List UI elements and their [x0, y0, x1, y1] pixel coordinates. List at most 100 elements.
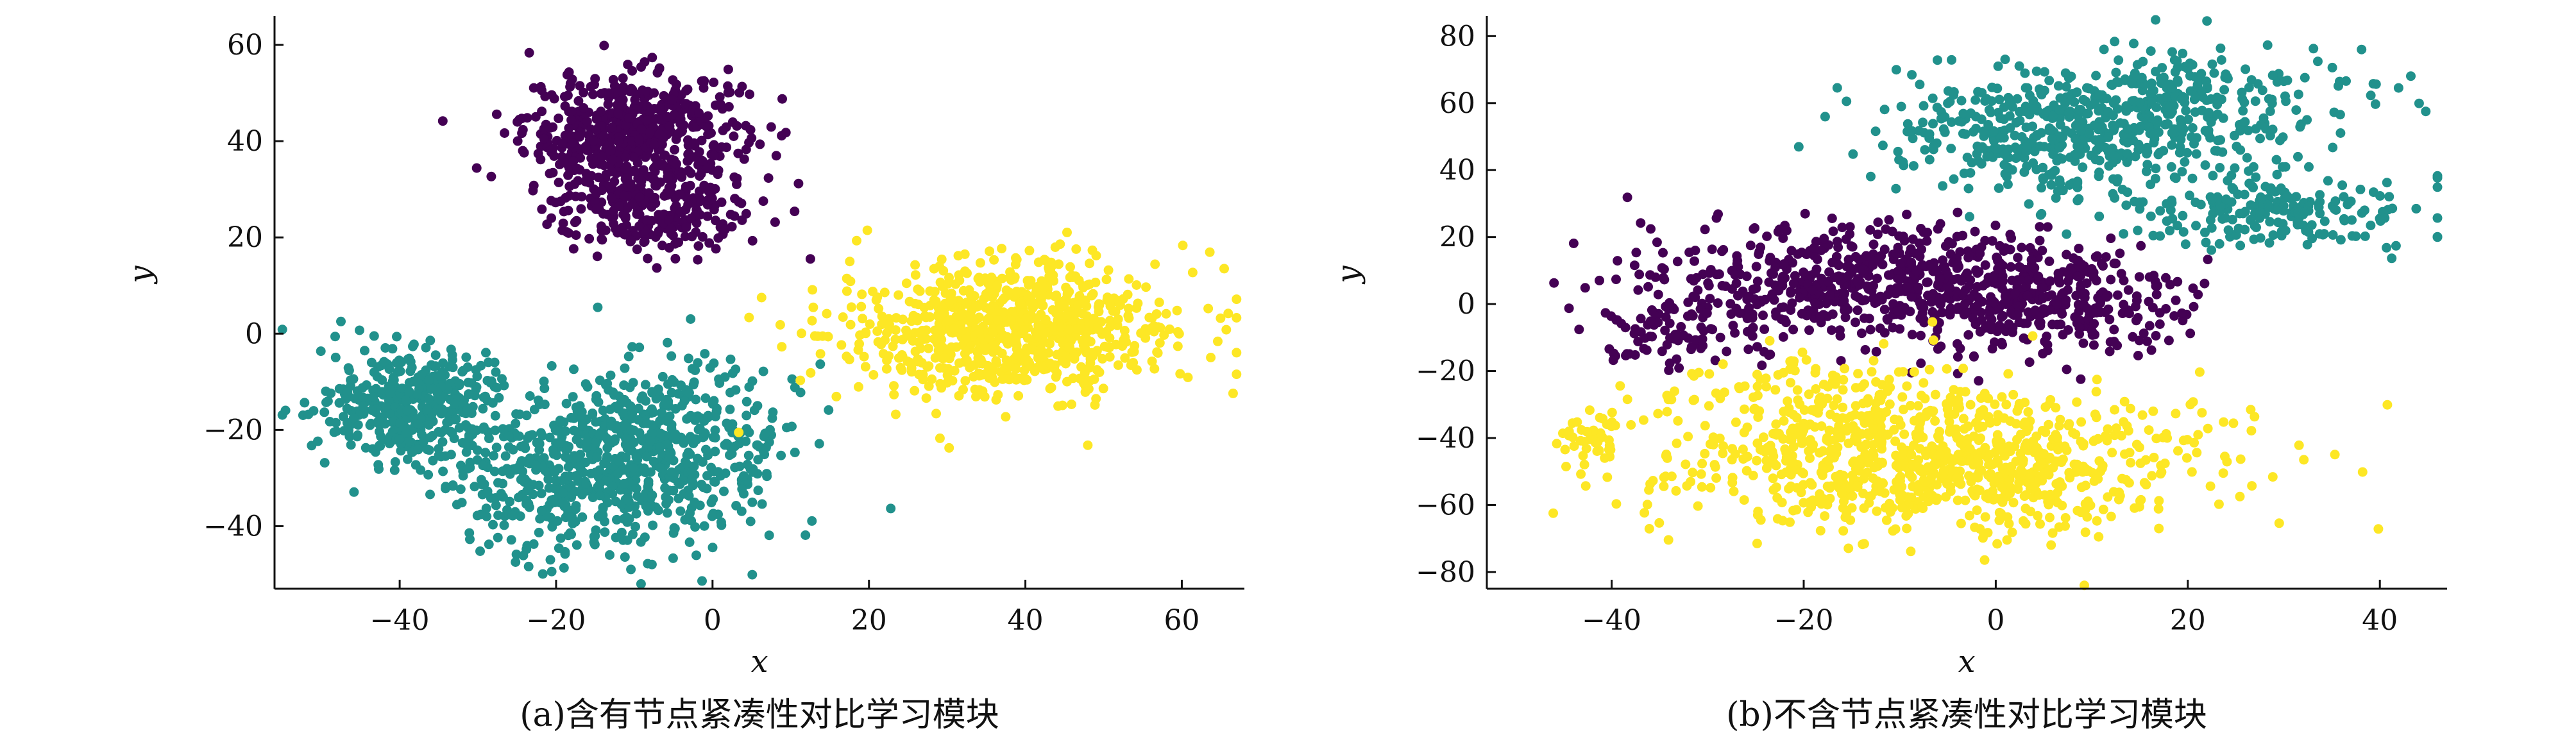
scatter-point-series-1	[2246, 214, 2256, 224]
scatter-point-series-0	[1759, 347, 1769, 357]
scatter-point-series-1	[423, 469, 434, 480]
scatter-point-series-1	[725, 450, 734, 460]
scatter-point-series-2	[1003, 339, 1013, 349]
scatter-point-series-1	[629, 437, 639, 448]
scatter-point-series-0	[540, 91, 550, 101]
scatter-point-series-2	[1051, 291, 1062, 300]
scatter-point-series-0	[1895, 259, 1906, 269]
scatter-point-series-0	[1968, 313, 1978, 323]
scatter-point-series-1	[2337, 180, 2348, 190]
scatter-point-series-0	[1770, 262, 1781, 273]
scatter-point-series-1	[582, 382, 593, 392]
scatter-point-series-1	[647, 428, 657, 439]
scatter-point-series-0	[734, 88, 745, 98]
scatter-point-series-0	[1871, 346, 1881, 357]
scatter-point-series-1	[2315, 190, 2325, 200]
scatter-point-series-1	[2216, 43, 2226, 53]
scatter-point-series-0	[597, 235, 607, 245]
scatter-point-series-0	[1916, 330, 1926, 341]
scatter-point-series-1	[2257, 85, 2267, 96]
scatter-point-series-1	[708, 399, 718, 409]
scatter-point-series-1	[536, 505, 547, 516]
scatter-point-series-0	[1679, 330, 1689, 341]
scatter-point-series-1	[330, 332, 340, 342]
scatter-point-series-2	[1040, 328, 1050, 339]
scatter-point-series-1	[641, 501, 651, 511]
scatter-point-series-0	[2014, 317, 2024, 328]
scatter-point-series-2	[1113, 360, 1123, 370]
scatter-point-series-0	[690, 101, 700, 111]
scatter-point-series-1	[2228, 184, 2239, 194]
scatter-point-series-1	[528, 489, 538, 500]
scatter-point-series-2	[777, 342, 787, 352]
scatter-point-series-2	[962, 268, 972, 278]
scatter-point-series-0	[707, 193, 717, 203]
scatter-point-series-0	[680, 99, 690, 109]
scatter-point-series-1	[619, 478, 629, 489]
scatter-point-series-1	[2111, 67, 2121, 78]
scatter-point-series-0	[2165, 280, 2175, 290]
scatter-point-series-0	[627, 66, 638, 76]
scatter-point-series-0	[1613, 256, 1623, 266]
scatter-point-series-2	[1076, 362, 1087, 372]
scatter-point-series-0	[1845, 229, 1855, 239]
scatter-point-series-1	[442, 417, 452, 428]
scatter-point-series-1	[1893, 146, 1903, 156]
scatter-point-series-0	[644, 188, 654, 198]
scatter-point-series-1	[346, 440, 356, 450]
scatter-point-series-0	[606, 146, 616, 156]
scatter-point-series-1	[430, 361, 441, 371]
scatter-point-series-1	[1982, 151, 1992, 162]
scatter-point-series-0	[1595, 275, 1604, 285]
scatter-point-series-0	[685, 180, 695, 190]
scatter-point-series-0	[665, 121, 675, 131]
scatter-point-series-1	[640, 380, 650, 390]
scatter-point-series-0	[2173, 276, 2183, 287]
scatter-point-series-2	[1101, 274, 1112, 285]
scatter-point-series-0	[591, 114, 602, 124]
scatter-point-series-0	[1925, 259, 1935, 269]
scatter-point-series-1	[647, 404, 657, 414]
scatter-point-series-1	[2156, 73, 2166, 83]
scatter-point-series-1	[695, 500, 705, 510]
scatter-point-series-1	[1938, 124, 1949, 134]
scatter-point-series-1	[548, 496, 558, 507]
scatter-point-series-1	[380, 343, 391, 353]
scatter-point-series-0	[634, 221, 645, 232]
scatter-point-series-1	[2382, 242, 2392, 253]
scatter-point-series-0	[1883, 289, 1893, 299]
scatter-point-series-0	[1964, 281, 1974, 291]
scatter-point-series-1	[1933, 55, 1942, 65]
scatter-point-series-1	[631, 452, 641, 462]
scatter-point-series-2	[1219, 264, 1229, 274]
scatter-point-series-2	[913, 354, 923, 364]
scatter-point-series-1	[707, 511, 717, 521]
scatter-point-series-1	[2191, 221, 2201, 231]
scatter-point-series-2	[1105, 321, 1115, 332]
scatter-point-series-1	[2130, 68, 2140, 78]
scatter-point-series-0	[1836, 356, 1846, 366]
scatter-point-series-0	[596, 221, 606, 232]
scatter-point-series-0	[591, 124, 601, 135]
scatter-point-series-1	[2048, 110, 2058, 121]
scatter-point-series-0	[1647, 332, 1657, 342]
scatter-point-series-2	[1021, 313, 1031, 323]
scatter-point-series-1	[499, 520, 509, 530]
scatter-point-series-1	[807, 516, 817, 526]
scatter-point-series-0	[2078, 338, 2089, 348]
scatter-point-series-1	[2235, 240, 2246, 251]
scatter-point-series-2	[1213, 336, 1223, 346]
scatter-point-series-0	[1969, 351, 1979, 361]
scatter-point-series-2	[2149, 452, 2159, 462]
panel-a-y-axis-label: y	[123, 266, 158, 285]
scatter-point-series-0	[639, 237, 649, 248]
scatter-point-series-2	[2193, 430, 2203, 440]
scatter-point-series-1	[497, 374, 507, 384]
scatter-point-series-1	[1999, 133, 2009, 143]
scatter-point-series-2	[1094, 367, 1105, 377]
scatter-point-series-0	[1636, 314, 1646, 324]
scatter-point-series-2	[1159, 330, 1169, 340]
scatter-point-series-0	[1980, 260, 1990, 270]
scatter-point-series-1	[2187, 123, 2198, 133]
scatter-point-series-0	[614, 201, 624, 212]
